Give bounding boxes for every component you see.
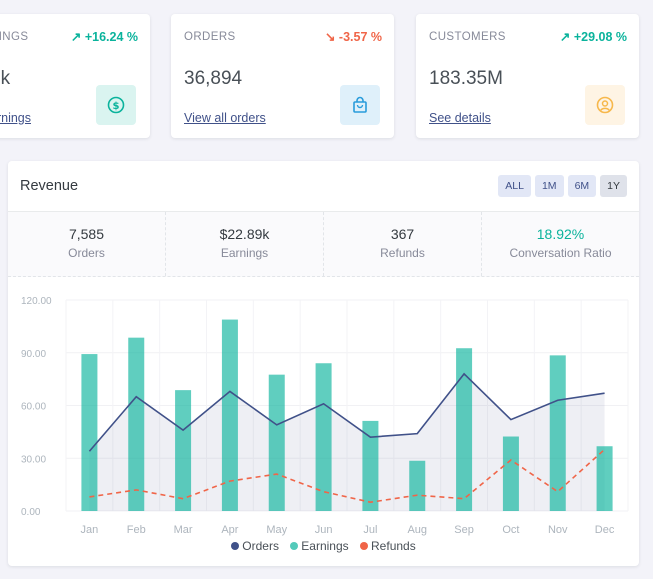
- earnings-bar: [409, 460, 426, 511]
- user-circle-icon: [585, 85, 625, 125]
- legend-refunds[interactable]: Refunds: [360, 539, 416, 553]
- legend-refunds-label: Refunds: [371, 539, 416, 553]
- filter-1m-button[interactable]: 1M: [534, 175, 564, 197]
- orders-area: [89, 373, 605, 511]
- y-tick-label: 60.00: [21, 402, 46, 413]
- x-tick-label: Sep: [454, 524, 474, 536]
- earnings-bar: [268, 374, 285, 511]
- period-filter: ALL 1M 6M 1Y: [498, 175, 627, 197]
- summary-refunds: 367 Refunds: [324, 212, 482, 276]
- earnings-bar: [456, 348, 473, 511]
- x-tick-label: Jan: [81, 524, 99, 536]
- earnings-bar: [362, 420, 379, 511]
- revenue-summary: 7,585 Orders $22.89k Earnings 367 Refund…: [8, 212, 639, 277]
- earnings-value: 5k: [0, 68, 11, 89]
- summary-orders: 7,585 Orders: [8, 212, 166, 276]
- earnings-change: ↗ +16.24 %: [70, 30, 138, 44]
- revenue-header: Revenue ALL 1M 6M 1Y: [8, 161, 639, 212]
- x-tick-label: Nov: [548, 524, 568, 536]
- x-tick-label: Aug: [407, 524, 427, 536]
- summary-refunds-label: Refunds: [380, 246, 425, 260]
- summary-earnings: $22.89k Earnings: [166, 212, 324, 276]
- orders-line: [88, 372, 605, 452]
- view-all-orders-link[interactable]: View all orders: [184, 111, 266, 125]
- earnings-bar: [596, 446, 613, 511]
- x-tick-label: Dec: [595, 524, 615, 536]
- summary-conversion: 18.92% Conversation Ratio: [482, 212, 639, 276]
- customers-change: ↗ +29.08 %: [559, 30, 627, 44]
- summary-conversion-label: Conversation Ratio: [509, 246, 612, 260]
- earnings-bar: [549, 355, 566, 511]
- refunds-line: [89, 448, 606, 504]
- orders-card: ORDERS ↘ -3.57 % 36,894 View all orders: [171, 14, 394, 138]
- earnings-label: NINGS: [0, 31, 29, 43]
- earnings-bar: [315, 363, 332, 511]
- earnings-bar: [81, 354, 98, 511]
- customers-card: CUSTOMERS ↗ +29.08 % 183.35M See details: [416, 14, 639, 138]
- y-tick-label: 30.00: [21, 454, 46, 465]
- filter-all-button[interactable]: ALL: [498, 175, 531, 197]
- summary-earnings-label: Earnings: [220, 246, 269, 260]
- legend-orders[interactable]: Orders: [231, 539, 279, 553]
- orders-label: ORDERS: [184, 31, 236, 43]
- filter-6m-button[interactable]: 6M: [567, 175, 597, 197]
- revenue-card: Revenue ALL 1M 6M 1Y 7,585 Orders $22.89…: [8, 161, 639, 566]
- see-details-link[interactable]: See details: [429, 111, 491, 125]
- x-tick-label: Mar: [174, 524, 193, 536]
- summary-conversion-value: 18.92%: [536, 226, 585, 242]
- orders-change: ↘ -3.57 %: [324, 30, 382, 44]
- x-tick-label: Jul: [363, 524, 377, 536]
- x-tick-label: Jun: [315, 524, 333, 536]
- summary-orders-label: Orders: [68, 246, 105, 260]
- x-tick-label: May: [266, 524, 287, 536]
- orders-value: 36,894: [184, 68, 243, 89]
- earnings-bar: [221, 319, 238, 511]
- svg-text:$: $: [113, 101, 120, 112]
- shopping-bag-icon: [340, 85, 380, 125]
- earnings-bar: [128, 337, 145, 511]
- legend-earnings-label: Earnings: [301, 539, 349, 553]
- customers-value: 183.35M: [429, 68, 503, 89]
- x-tick-label: Oct: [502, 524, 519, 536]
- revenue-chart: 0.00 30.00 60.00 90.00 120.00 Jan Feb Mar Apr May…: [21, 296, 629, 536]
- earnings-bar: [175, 390, 192, 511]
- customers-label: CUSTOMERS: [429, 31, 506, 43]
- x-tick-label: Feb: [127, 524, 146, 536]
- y-tick-label: 120.00: [21, 296, 52, 307]
- summary-orders-value: 7,585: [68, 226, 105, 242]
- earnings-bar: [502, 436, 519, 511]
- x-tick-label: Apr: [221, 524, 238, 536]
- revenue-title: Revenue: [20, 178, 79, 194]
- chart-legend: Orders Earnings Refunds: [8, 539, 639, 553]
- dollar-icon: $: [96, 85, 136, 125]
- earnings-link[interactable]: arnings: [0, 111, 31, 125]
- legend-earnings[interactable]: Earnings: [290, 539, 349, 553]
- y-tick-label: 90.00: [21, 349, 46, 360]
- y-tick-label: 0.00: [21, 507, 41, 518]
- summary-earnings-value: $22.89k: [219, 226, 270, 242]
- earnings-card: NINGS ↗ +16.24 % 5k arnings $: [0, 14, 150, 138]
- filter-1y-button[interactable]: 1Y: [600, 175, 627, 197]
- summary-refunds-value: 367: [390, 226, 415, 242]
- legend-orders-label: Orders: [242, 539, 279, 553]
